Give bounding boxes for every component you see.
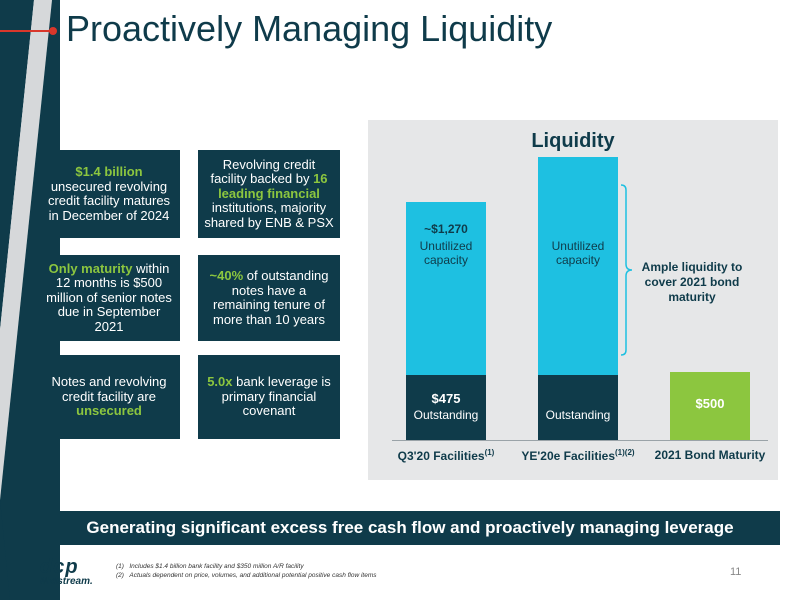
logo-word-midstream: Midstream. [40,576,93,587]
bar-q3-unutilized-value: ~$1,270 [424,222,468,236]
logo-word-dcp: dcp [40,556,79,578]
category-label-text: 2021 Bond Maturity [654,448,766,462]
page-title: Proactively Managing Liquidity [66,8,553,49]
info-box-maturity: Only maturity within 12 months is $500 m… [38,255,180,341]
category-footnote-ref: (1) [484,448,495,457]
body-text: bank leverage is primary financial coven… [221,374,331,419]
key-message-banner: Generating significant excess free cash … [40,511,780,545]
highlight-text: Only maturity [48,260,133,276]
dcp-midstream-logo: dcp Midstream. [40,556,110,588]
chart-title: Liquidity [531,130,615,152]
bar-q3-unutilized [406,202,486,376]
bar-q3-outstanding [406,375,486,440]
info-box-text: Revolving credit facility backed by 16 l… [204,156,334,231]
info-box-text: 5.0x bank leverage is primary financial … [204,375,334,419]
page-number: 11 [730,566,742,578]
body-text: unsecured revolving credit facility matu… [47,178,171,223]
highlight-text: unsecured [76,403,142,419]
footnote: (2) Actuals dependent on price, volumes,… [116,572,377,579]
bar-q3-outstanding-value: $475 [431,391,461,406]
liquidity-annotation: Ample liquidity to cover 2021 bond matur… [641,260,743,304]
bar-2021-value: $500 [695,396,725,411]
info-box-text: ~40% of outstanding notes have a remaini… [204,268,334,327]
chart-baseline [392,440,768,441]
footnote-text: Actuals dependent on price, volumes, and… [129,572,377,579]
info-box-text: Notes and revolving credit facility are … [44,375,174,419]
info-box-text: $1.4 billion unsecured revolving credit … [44,164,174,223]
highlight-text: 5.0x [207,374,233,390]
footnote-number: (1) [116,563,124,570]
body-text: Notes and revolving credit facility are [51,374,167,404]
info-box-text: Only maturity within 12 months is $500 m… [44,260,174,335]
bar-ye-outstanding [538,375,618,440]
body-text: within 12 months is $500 million of seni… [46,260,172,334]
info-box-lenders: Revolving credit facility backed by 16 l… [198,150,340,238]
body-text: institutions, majority shared by ENB & P… [204,200,334,230]
body-text: of outstanding notes have a remaining te… [212,268,329,327]
category-label: YE'20e Facilities(1)(2) [508,448,648,463]
category-label-text: Q3'20 Facilities [397,449,485,463]
highlight-text: ~40% [209,268,244,283]
highlight-text: 16 leading financial [218,171,328,201]
bar-ye-unutilized [538,157,618,376]
footnote-number: (2) [116,572,124,579]
liquidity-bracket [620,184,633,356]
bar-q3-outstanding-label: Outstanding [413,408,479,422]
footnote-text: Includes $1.4 billion bank facility and … [129,563,304,570]
body-text: Revolving credit facility backed by [210,156,316,187]
footnote: (1) Includes $1.4 billion bank facility … [116,563,304,570]
highlight-text: $1.4 billion [75,164,143,179]
info-box-covenant: 5.0x bank leverage is primary financial … [198,355,340,439]
bar-q3-unutilized-label: Unutilized capacity [419,239,473,267]
category-label: 2021 Bond Maturity [646,448,774,462]
title-accent-line [0,27,57,35]
info-box-tenure: ~40% of outstanding notes have a remaini… [198,255,340,341]
info-box-credit-facility: $1.4 billion unsecured revolving credit … [38,150,180,238]
category-footnote-ref: (1)(2) [615,448,635,457]
info-box-unsecured: Notes and revolving credit facility are … [38,355,180,439]
category-label-text: YE'20e Facilities [521,449,615,463]
bar-2021-bond-maturity [670,371,750,440]
bar-ye-outstanding-label: Outstanding [545,408,611,422]
category-label: Q3'20 Facilities(1) [378,448,514,463]
bar-ye-unutilized-label: Unutilized capacity [551,239,605,267]
